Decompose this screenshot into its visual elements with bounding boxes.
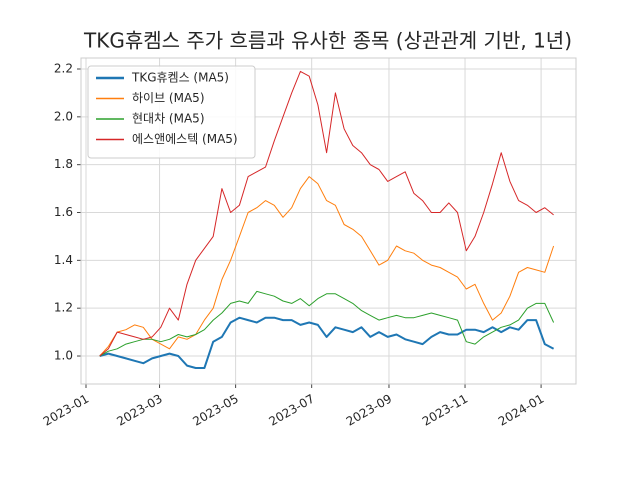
y-tick-label: 1.4 [54,253,73,267]
series-line [99,70,554,357]
y-tick-label: 2.0 [54,109,73,123]
y-tick-label: 1.0 [54,349,73,363]
chart-title: TKG휴켐스 주가 흐름과 유사한 종목 (상관관계 기반, 1년) [83,29,572,53]
legend-label: 에스앤에스텍 (MA5) [132,132,238,146]
series-line [99,176,555,357]
series-line [99,316,555,369]
x-tick-label: 2023-09 [344,392,394,429]
plot-frame [80,57,577,385]
x-tick-label: 2023-11 [420,392,470,429]
x-tick-label: 2023-05 [190,392,240,429]
x-tick-label: 2023-03 [114,392,164,429]
legend-label: 하이브 (MA5) [132,91,205,105]
legend: TKG휴켐스 (MA5) 하이브 (MA5) 현대차 (MA5) 에스앤에스텍 (MA… [87,65,256,159]
x-tick-label: 2023-01 [41,392,91,429]
legend-label: TKG휴켐스 (MA5) [131,71,229,85]
legend-label: 현대차 (MA5) [132,112,205,126]
y-tick-label: 1.8 [54,157,73,171]
y-tick-label: 1.2 [54,301,73,315]
x-tick-label: 2024-01 [496,392,546,429]
y-tick-label: 2.2 [54,62,73,76]
legend-box [87,65,256,159]
x-tick-label: 2023-07 [266,392,316,429]
series-line [99,290,555,357]
y-tick-label: 1.6 [54,205,73,219]
